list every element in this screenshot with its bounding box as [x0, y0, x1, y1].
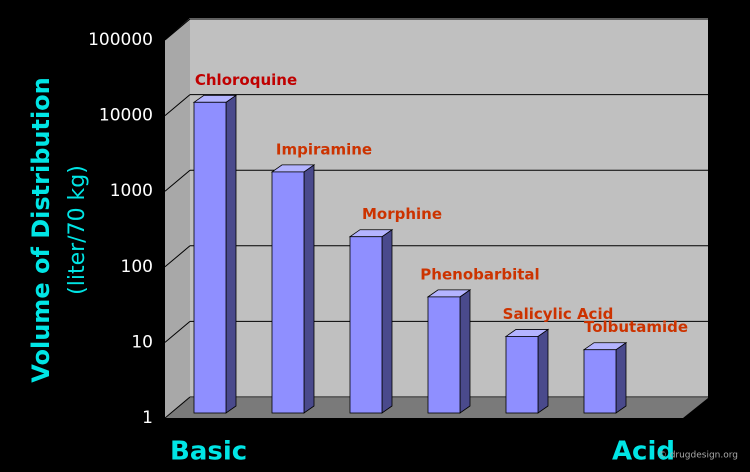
y-tick-label: 10000	[99, 106, 153, 126]
y-tick-label: 1	[142, 408, 153, 428]
bar-label: Morphine	[362, 205, 442, 223]
x-end-label: Basic	[170, 437, 247, 467]
watermark: © drugdesign.org	[658, 451, 738, 461]
y-axis-title: Volume of Distribution	[27, 77, 55, 383]
bar-label: Salicylic Acid	[503, 305, 614, 323]
grid-line	[164, 245, 191, 268]
bar	[427, 296, 461, 414]
bar-side	[225, 94, 237, 414]
y-tick-label: 100	[121, 257, 153, 277]
bar	[583, 349, 617, 414]
grid-line	[164, 169, 191, 192]
grid-line	[164, 396, 191, 419]
bar-label: Tolbutamide	[584, 318, 688, 336]
bar-label: Chloroquine	[195, 71, 297, 89]
bar-side	[459, 289, 471, 414]
y-tick-label: 1000	[110, 181, 153, 201]
side-wall	[165, 18, 190, 418]
bar-side	[537, 328, 549, 414]
grid-line	[164, 18, 191, 41]
back-wall	[190, 18, 708, 398]
bar-side	[615, 341, 627, 414]
bar-label: Impiramine	[276, 140, 372, 158]
x-end-label: Acid	[612, 437, 675, 467]
bar-side	[303, 164, 315, 414]
grid-line	[164, 94, 191, 116]
bar	[349, 236, 383, 414]
grid-line	[164, 321, 191, 343]
bar	[505, 336, 539, 414]
bar-label: Phenobarbital	[420, 265, 539, 283]
y-tick-label: 10	[131, 332, 153, 352]
bar-side	[381, 228, 393, 414]
bar	[271, 171, 305, 414]
y-axis-title: (liter/70 kg)	[65, 165, 90, 295]
y-tick-label: 100000	[88, 30, 153, 50]
bar	[193, 101, 227, 414]
